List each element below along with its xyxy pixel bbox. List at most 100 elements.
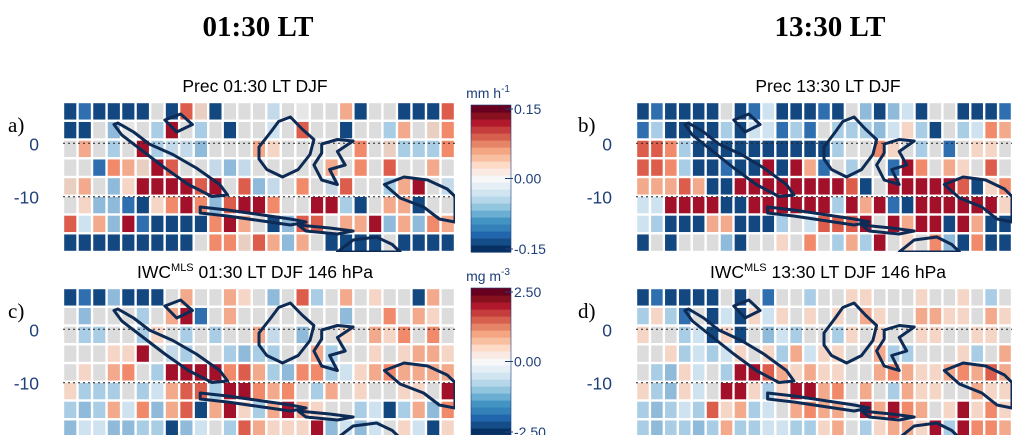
heatmap-cell [790,289,802,306]
y-tick-label: 0 [29,134,39,154]
heatmap-cell [706,121,719,139]
heatmap-cell [665,289,677,306]
heatmap-cell [369,326,382,344]
heatmap-cell [762,326,775,344]
heatmap-cell [665,215,677,233]
colorbar-swatch [471,231,511,239]
heatmap-cell [915,178,928,195]
heatmap-cell [122,345,135,362]
heatmap-cell [209,382,222,400]
coastline [296,409,355,422]
heatmap-cell [78,401,91,419]
heatmap-cell [223,234,237,251]
y-tick-label: -10 [14,374,40,394]
heatmap-cell [860,103,872,120]
heatmap-cell [901,103,914,120]
heatmap-cell [901,401,914,419]
heatmap-cell [151,382,164,400]
heatmap-cell [296,196,309,214]
heatmap-cell [136,103,149,120]
heatmap-cell [369,364,382,381]
heatmap-cell [637,178,649,195]
panel-letter: c) [8,299,24,323]
heatmap-cell [441,307,454,325]
heatmap-cell [748,140,761,158]
heatmap-cell [915,382,928,400]
heatmap-cell [209,159,222,176]
colorbar-unit: mg m-3 [466,267,510,284]
heatmap-cell [706,289,719,306]
heatmap-cell [136,307,149,325]
heatmap-cell [107,401,120,419]
heatmap-cell [678,420,691,435]
heatmap-cell [311,401,324,419]
heatmap-cell [887,103,900,120]
panel-title-superscript: MLS [744,262,767,274]
y-tick-label: -10 [14,188,40,208]
coastline [683,121,796,198]
heatmap-cell [762,140,775,158]
heatmap-cell [915,307,928,325]
heatmap-cell [873,140,886,158]
colorbar-swatch [471,330,511,338]
heatmap-cell [957,103,970,120]
heatmap-cell [901,420,914,435]
heatmap-cell [427,307,440,325]
heatmap-cell [383,289,396,306]
heatmap-cell [194,234,207,251]
heatmap-cell [252,121,266,139]
heatmap-cell [887,196,900,214]
heatmap-cell [93,121,106,139]
heatmap-cell [720,178,733,195]
heatmap-cell [223,159,237,176]
heatmap-cell [122,215,135,233]
heatmap-cell [762,215,775,233]
colorbar-swatch [471,161,511,169]
heatmap-cell [804,289,816,306]
heatmap-cell [93,307,106,325]
heatmap-cell [720,420,733,435]
heatmap-cell [223,121,237,139]
colorbar-swatch [471,316,511,324]
heatmap-cell [734,140,747,158]
heatmap-cell [165,420,178,435]
heatmap-cell [985,364,997,381]
heatmap-cell [441,140,454,158]
heatmap-cell [311,103,324,120]
heatmap-cell [64,234,77,251]
heatmap-cell [776,234,788,251]
heatmap-cell [354,234,367,251]
heatmap-cell [267,326,280,344]
heatmap-cell [678,364,691,381]
heatmap-cell [776,401,788,419]
heatmap-cell [665,159,677,176]
heatmap-cell [136,364,149,381]
heatmap-cell [734,364,747,381]
heatmap-cell [706,234,719,251]
heatmap-cell [804,234,816,251]
heatmap-cell [223,178,237,195]
heatmap-cell [238,140,251,158]
heatmap-cell [107,364,120,381]
heatmap-cell [957,178,970,195]
heatmap-cell [734,326,747,344]
heatmap-cell [873,364,886,381]
colorbar-swatch [471,112,511,120]
heatmap-cell [748,234,761,251]
heatmap-cell [136,121,149,139]
heatmap-cell [860,382,872,400]
heatmap-cell [762,196,775,214]
heatmap-cell [238,103,251,120]
heatmap-cell [441,401,454,419]
heatmap-cell [122,289,135,306]
colorbar-tick-label: 0.15 [514,101,541,117]
heatmap-cell [957,196,970,214]
heatmap-cell [369,121,382,139]
heatmap-cell [64,159,77,176]
heatmap-panel-b: Prec 13:30 LT DJF b) 0 -10 [578,76,1012,252]
heatmap-cell [107,289,120,306]
heatmap-cell [887,326,900,344]
heatmap-cell [734,420,747,435]
heatmap-cell [354,345,367,362]
heatmap-cell [107,140,120,158]
